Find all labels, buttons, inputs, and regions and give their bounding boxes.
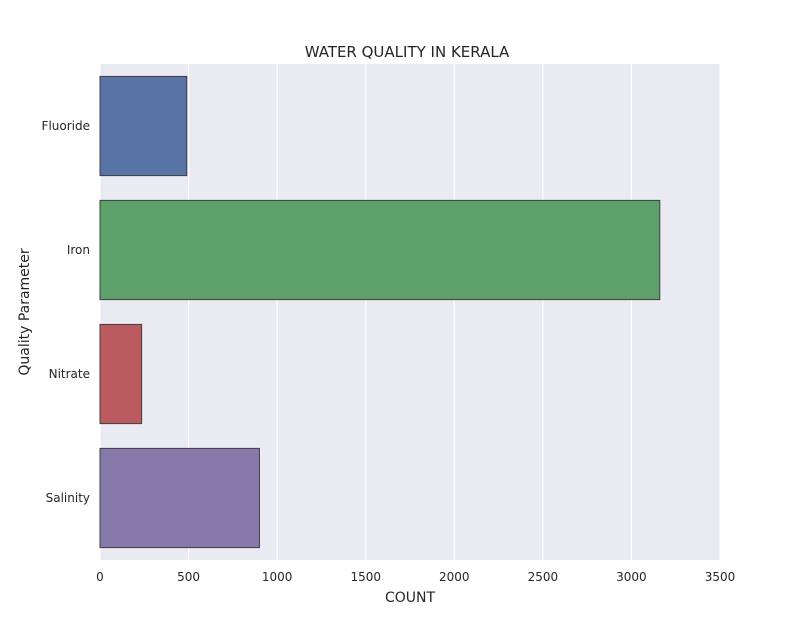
x-tick-label: 3500 xyxy=(705,570,736,584)
y-tick-label: Salinity xyxy=(46,491,90,505)
chart-title: WATER QUALITY IN KERALA xyxy=(305,43,510,61)
y-tick-label: Nitrate xyxy=(49,367,90,381)
x-axis-ticks: 0 500 1000 1500 2000 2500 3000 3500 xyxy=(96,570,735,584)
x-tick-label: 1500 xyxy=(350,570,381,584)
y-tick-label: Iron xyxy=(67,243,90,257)
y-axis-ticks: Fluoride Iron Nitrate Salinity xyxy=(42,119,90,505)
x-axis-label: COUNT xyxy=(385,590,436,606)
bar-nitrate xyxy=(99,323,143,425)
x-tick-label: 2500 xyxy=(528,570,559,584)
x-tick-label: 1000 xyxy=(262,570,293,584)
y-axis-label: Quality Parameter xyxy=(17,248,33,376)
x-tick-label: 3000 xyxy=(616,570,647,584)
bar-fluoride xyxy=(99,75,188,177)
y-tick-label: Fluoride xyxy=(42,119,90,133)
x-tick-label: 500 xyxy=(177,570,200,584)
bars xyxy=(99,75,661,549)
bar-salinity xyxy=(99,447,260,549)
bar-iron xyxy=(99,199,661,301)
x-tick-label: 2000 xyxy=(439,570,470,584)
x-tick-label: 0 xyxy=(96,570,104,584)
